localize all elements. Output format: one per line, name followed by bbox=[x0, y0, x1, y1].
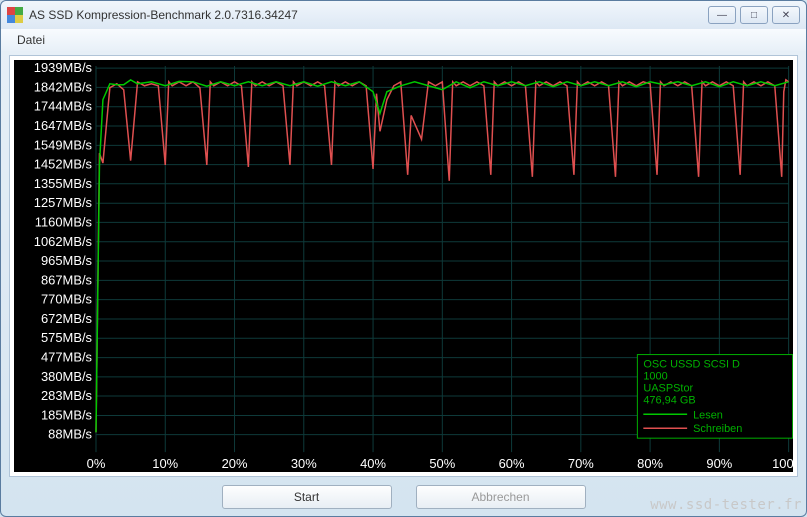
legend-capacity: 476,94 GB bbox=[643, 394, 695, 406]
svg-text:88MB/s: 88MB/s bbox=[48, 427, 92, 442]
svg-text:1355MB/s: 1355MB/s bbox=[34, 176, 92, 191]
legend-write-label: Schreiben bbox=[693, 423, 742, 435]
svg-text:0%: 0% bbox=[87, 456, 106, 471]
chart-panel: 0% 10% 20% 30% 40% 50% 60% 70% 80% 90% 100% 1939MB/… bbox=[9, 55, 798, 477]
svg-text:60%: 60% bbox=[499, 456, 525, 471]
svg-text:1647MB/s: 1647MB/s bbox=[34, 118, 92, 133]
app-window: AS SSD Kompression-Benchmark 2.0.7316.34… bbox=[0, 0, 807, 517]
svg-text:70%: 70% bbox=[568, 456, 594, 471]
svg-text:10%: 10% bbox=[152, 456, 178, 471]
app-icon bbox=[7, 7, 23, 23]
chart-area: 0% 10% 20% 30% 40% 50% 60% 70% 80% 90% 100% 1939MB/… bbox=[14, 60, 793, 472]
svg-text:1939MB/s: 1939MB/s bbox=[34, 60, 92, 75]
window-controls: — □ ✕ bbox=[708, 6, 800, 24]
maximize-button[interactable]: □ bbox=[740, 6, 768, 24]
svg-text:100%: 100% bbox=[772, 456, 793, 471]
svg-text:283MB/s: 283MB/s bbox=[41, 388, 92, 403]
svg-text:575MB/s: 575MB/s bbox=[41, 330, 92, 345]
menu-file[interactable]: Datei bbox=[9, 31, 53, 49]
chart-svg: 0% 10% 20% 30% 40% 50% 60% 70% 80% 90% 100% 1939MB/… bbox=[14, 60, 793, 472]
svg-text:80%: 80% bbox=[637, 456, 663, 471]
legend-firmware: 1000 bbox=[643, 370, 667, 382]
legend-read-label: Lesen bbox=[693, 409, 723, 421]
cancel-button[interactable]: Abbrechen bbox=[416, 485, 586, 509]
svg-text:30%: 30% bbox=[291, 456, 317, 471]
svg-text:965MB/s: 965MB/s bbox=[41, 253, 92, 268]
svg-text:1062MB/s: 1062MB/s bbox=[34, 234, 92, 249]
svg-text:185MB/s: 185MB/s bbox=[41, 407, 92, 422]
menubar: Datei bbox=[1, 29, 806, 51]
svg-text:40%: 40% bbox=[360, 456, 386, 471]
svg-text:1452MB/s: 1452MB/s bbox=[34, 157, 92, 172]
svg-text:867MB/s: 867MB/s bbox=[41, 272, 92, 287]
svg-text:672MB/s: 672MB/s bbox=[41, 311, 92, 326]
svg-text:90%: 90% bbox=[706, 456, 732, 471]
svg-text:477MB/s: 477MB/s bbox=[41, 350, 92, 365]
svg-text:380MB/s: 380MB/s bbox=[41, 369, 92, 384]
svg-text:1842MB/s: 1842MB/s bbox=[34, 79, 92, 94]
close-button[interactable]: ✕ bbox=[772, 6, 800, 24]
svg-text:770MB/s: 770MB/s bbox=[41, 292, 92, 307]
legend-driver: UASPStor bbox=[643, 382, 693, 394]
minimize-button[interactable]: — bbox=[708, 6, 736, 24]
svg-text:20%: 20% bbox=[222, 456, 248, 471]
svg-text:50%: 50% bbox=[429, 456, 455, 471]
svg-text:1744MB/s: 1744MB/s bbox=[34, 99, 92, 114]
svg-text:1160MB/s: 1160MB/s bbox=[35, 214, 92, 229]
watermark-text: www.ssd-tester.fr bbox=[650, 497, 802, 513]
legend-device: OSC USSD SCSI D bbox=[643, 359, 740, 371]
titlebar[interactable]: AS SSD Kompression-Benchmark 2.0.7316.34… bbox=[1, 1, 806, 29]
start-button[interactable]: Start bbox=[222, 485, 392, 509]
svg-text:1257MB/s: 1257MB/s bbox=[34, 195, 92, 210]
svg-text:1549MB/s: 1549MB/s bbox=[34, 137, 92, 152]
window-title: AS SSD Kompression-Benchmark 2.0.7316.34… bbox=[29, 8, 708, 22]
